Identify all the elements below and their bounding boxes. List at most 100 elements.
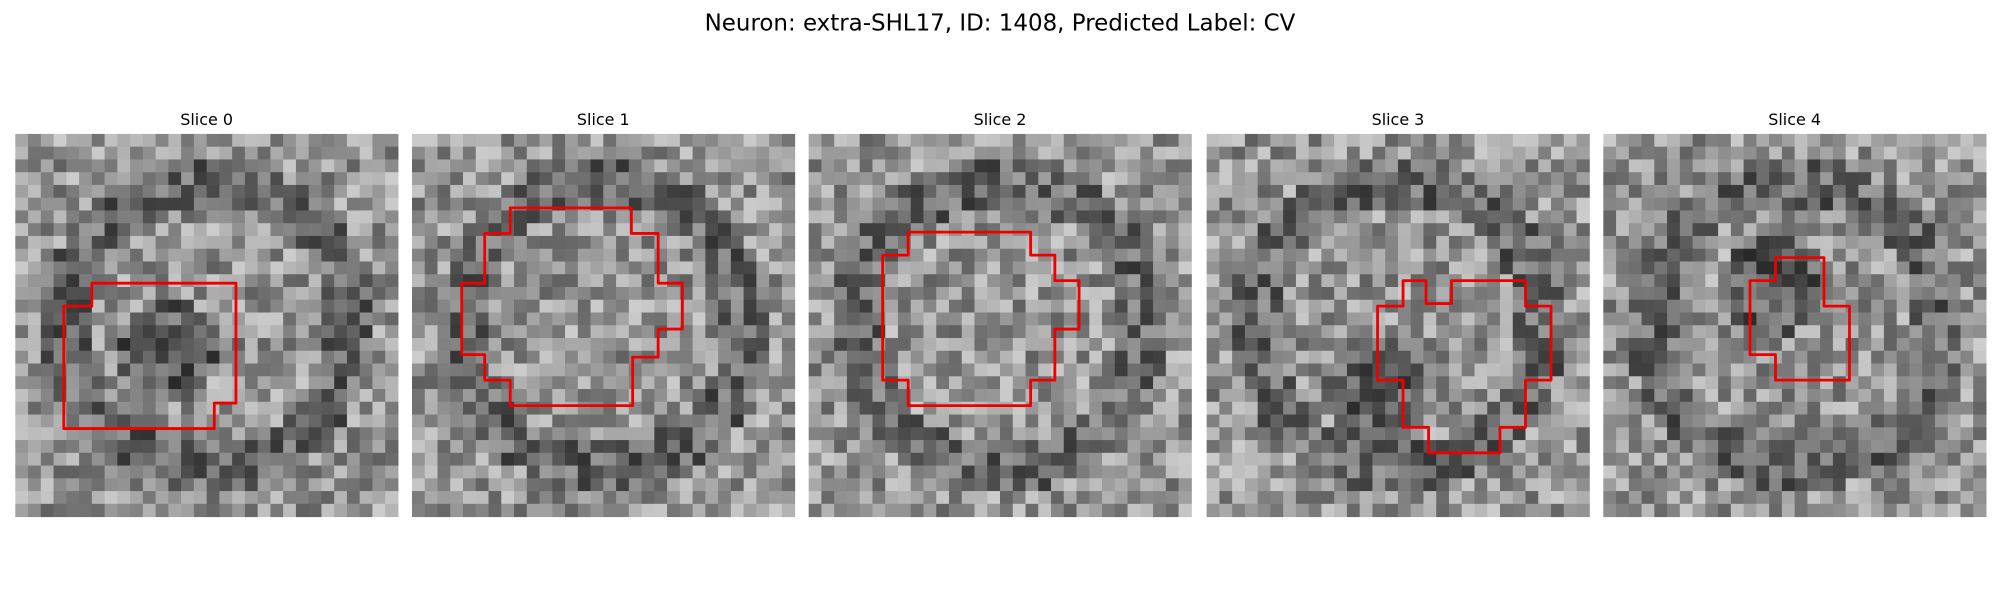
pixel — [501, 465, 515, 479]
pixel — [1512, 376, 1527, 390]
pixel — [501, 389, 515, 403]
pixel — [1667, 274, 1681, 288]
pixel — [897, 172, 912, 186]
pixel — [1308, 376, 1322, 390]
pixel — [244, 210, 259, 224]
pixel — [91, 159, 106, 173]
pixel — [1628, 350, 1643, 365]
pixel — [1603, 376, 1617, 390]
pixel — [1807, 223, 1821, 237]
pixel — [295, 274, 310, 288]
pixel — [437, 223, 451, 237]
pixel — [1232, 172, 1246, 186]
pixel — [232, 197, 246, 211]
pixel — [846, 133, 861, 148]
pixel — [79, 248, 93, 262]
pixel — [1423, 338, 1437, 352]
pixel — [475, 184, 490, 199]
pixel — [1538, 325, 1552, 339]
pixel — [1781, 159, 1796, 173]
pixel — [1794, 325, 1808, 339]
pixel — [1820, 465, 1834, 479]
pixel — [1973, 491, 1987, 505]
pixel — [321, 223, 335, 237]
pixel — [501, 159, 515, 173]
pixel — [1743, 133, 1757, 148]
pixel — [1896, 503, 1910, 518]
pixel — [821, 325, 835, 339]
pixel — [1140, 389, 1154, 403]
pixel — [1576, 286, 1590, 301]
pixel — [1679, 286, 1694, 301]
pixel — [501, 503, 515, 518]
pixel — [104, 452, 118, 467]
pixel — [1127, 133, 1141, 148]
pixel — [1960, 172, 1974, 186]
pixel — [1487, 465, 1501, 479]
pixel — [1165, 389, 1180, 403]
pixel — [756, 338, 770, 352]
pixel — [1718, 440, 1732, 454]
pixel — [936, 478, 950, 492]
figure-title: Neuron: extra-SHL17, ID: 1408, Predicted… — [705, 11, 1296, 37]
pixel — [1947, 312, 1961, 326]
pixel — [1858, 159, 1872, 173]
pixel — [1551, 261, 1565, 275]
pixel — [193, 248, 208, 262]
pixel — [756, 172, 770, 186]
pixel — [232, 452, 246, 467]
pixel — [1346, 414, 1361, 428]
pixel — [1538, 414, 1552, 428]
pixel — [1283, 440, 1297, 454]
pixel — [859, 210, 873, 224]
pixel — [130, 172, 144, 186]
pixel — [193, 389, 208, 403]
pixel — [1922, 478, 1936, 492]
pixel — [385, 210, 399, 224]
pixel — [181, 491, 195, 505]
pixel — [1165, 223, 1180, 237]
pixel — [1858, 223, 1872, 237]
pixel — [692, 414, 706, 428]
contour — [62, 281, 238, 430]
pixel — [1896, 223, 1910, 237]
pixel — [168, 235, 182, 250]
pixel — [1257, 363, 1271, 377]
pixel — [910, 401, 924, 416]
pixel — [193, 274, 208, 288]
pixel — [475, 248, 490, 262]
pixel — [1178, 210, 1192, 224]
pixel — [142, 389, 157, 403]
pixel — [1525, 389, 1539, 403]
pixel — [834, 261, 848, 275]
pixel — [1794, 286, 1808, 301]
pixel — [411, 503, 426, 518]
pixel — [1012, 503, 1027, 518]
pixel — [1000, 325, 1014, 339]
pixel — [193, 414, 208, 428]
pixel — [1807, 210, 1821, 224]
pixel — [1359, 261, 1373, 275]
pixel — [1397, 338, 1412, 352]
pixel — [936, 312, 950, 326]
pixel — [463, 172, 477, 186]
pixel — [1270, 325, 1284, 339]
pixel — [1474, 325, 1488, 339]
pixel — [1114, 414, 1129, 428]
pixel — [181, 210, 195, 224]
pixel — [1295, 223, 1310, 237]
pixel — [66, 133, 80, 148]
pixel — [756, 491, 770, 505]
pixel — [1089, 427, 1103, 441]
pixel — [1947, 363, 1961, 377]
pixel — [1781, 286, 1796, 301]
pixel — [1616, 376, 1630, 390]
pixel — [130, 325, 144, 339]
pixel — [181, 350, 195, 365]
pixel — [1102, 427, 1116, 441]
pixel — [40, 350, 55, 365]
pixel — [53, 197, 67, 211]
pixel — [1794, 376, 1808, 390]
pixel — [1270, 197, 1284, 211]
pixel — [1641, 299, 1655, 314]
